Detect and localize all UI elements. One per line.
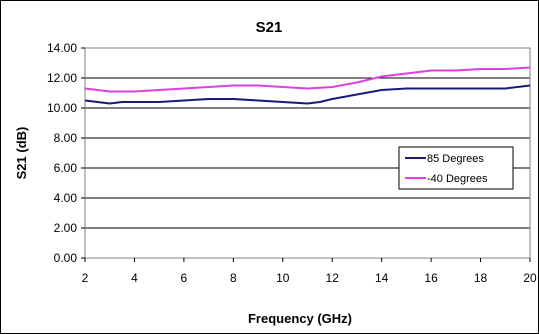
x-tick-label: 6 [181,271,188,285]
x-tick-label: 20 [523,271,537,285]
y-tick-label: 4.00 [54,191,78,205]
x-tick-label: 16 [424,271,438,285]
y-tick-label: 0.00 [54,251,78,265]
y-tick-label: 6.00 [54,161,78,175]
y-tick-label: 14.00 [47,41,77,55]
x-axis-ticks: 2 4 6 8 10 12 14 16 18 20 [82,258,537,285]
series-lines [84,66,531,105]
plot-frame [84,47,531,259]
x-tick-label: 2 [82,271,89,285]
y-tick-label: 2.00 [54,221,78,235]
y-tick-label: 8.00 [54,131,78,145]
x-tick-label: 12 [326,271,340,285]
x-tick-label: 4 [131,271,138,285]
y-tick-label: 12.00 [47,71,77,85]
legend-box [398,146,514,190]
legend: 85 Degrees -40 Degrees [398,146,514,190]
series-line-0 [84,84,531,105]
legend-label-85-degrees: 85 Degrees [427,153,484,165]
x-tick-label: 18 [474,271,488,285]
y-axis-ticks: 0.00 2.00 4.00 6.00 8.00 10.00 12.00 14.00 [47,41,85,265]
x-axis-label: Frequency (GHz) [248,311,352,326]
x-tick-label: 14 [375,271,389,285]
x-tick-label: 10 [276,271,290,285]
legend-label-minus-40-degrees: -40 Degrees [427,173,488,185]
chart-title: S21 [256,19,283,36]
y-axis-label: S21 (dB) [14,127,29,180]
x-tick-label: 8 [230,271,237,285]
y-tick-label: 10.00 [47,101,77,115]
series-line-1 [84,66,531,93]
plot-area: 0.00 2.00 4.00 6.00 8.00 10.00 12.00 14.00 2 4 6 8… [47,41,537,285]
